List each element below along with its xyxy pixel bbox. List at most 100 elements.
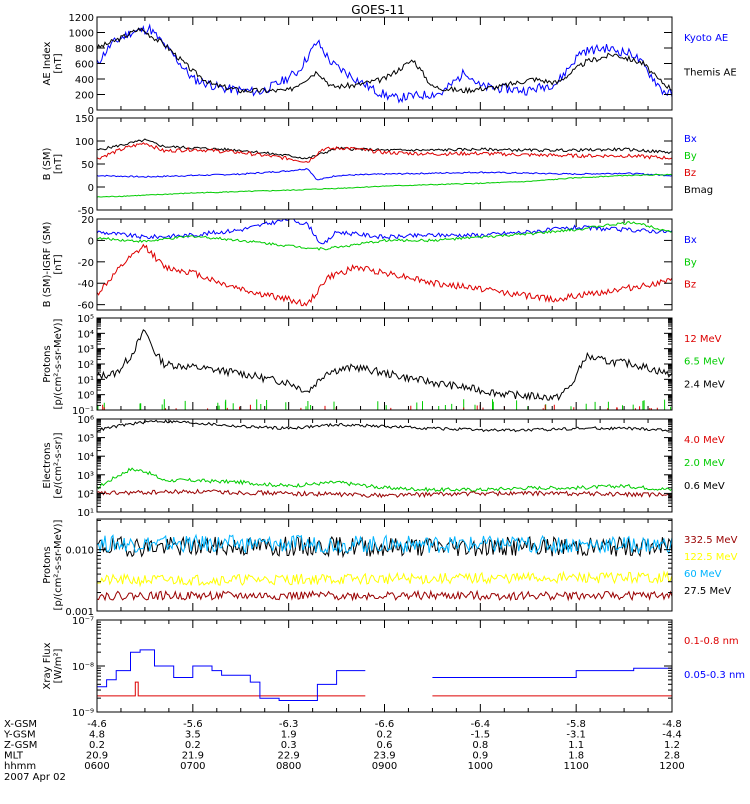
legend-by: By [684, 257, 697, 268]
ephemeris-value: 3.5 [185, 730, 201, 741]
panel-2-series-group [97, 138, 672, 198]
y-tick-label: 10⁵ [77, 434, 94, 445]
y-tick-label: 10¹ [77, 508, 94, 519]
panel-3: -60 -40 -20 0 20 B (SM)-IGRF (SM)[nT] Bx By Bz [42, 215, 697, 312]
ephemeris-value: -4.4 [662, 730, 682, 741]
ephemeris-value: -6.3 [279, 719, 299, 730]
ephemeris-value: 1.2 [664, 740, 680, 751]
y-tick-label: 10³ [77, 345, 94, 356]
series-2-4-mev [97, 329, 672, 401]
panel-5-series-group [97, 419, 672, 499]
panel-4: 10⁻¹ 10⁰ 10¹ 10² 10³ 10⁴ 10⁵ Protons[p/(cm²-s-s… [42, 314, 725, 417]
ephemeris-value: 0.3 [281, 740, 297, 751]
legend-themis-ae: Themis AE [683, 68, 737, 79]
panel-3-series-group [97, 219, 672, 307]
y-tick-label: 0 [88, 236, 94, 247]
y-tick-label: 10⁻⁹ [72, 708, 94, 719]
y-axis-label-line: Protons [42, 546, 53, 583]
ephemeris-row-label: Y-GSM [3, 730, 36, 741]
y-axis-label-line: [nT] [53, 53, 64, 73]
panel-5: 10¹ 10² 10³ 10⁴ 10⁵ 10⁶ Electrons[e/(cm²-s-sr)… [42, 415, 725, 519]
ephemeris-value: 23.9 [373, 751, 395, 762]
series-kyoto-ae [97, 23, 672, 104]
series-12-mev [102, 404, 658, 410]
ephemeris-value: 2.8 [664, 751, 680, 762]
plot-title: GOES-11 [351, 3, 405, 17]
ephemeris-value: 22.9 [278, 751, 300, 762]
y-axis-label-line: [W/m²] [53, 648, 64, 683]
legend-122-5-mev: 122.5 MeV [684, 552, 738, 563]
legend-2-0-mev: 2.0 MeV [684, 458, 725, 469]
legend-60-mev: 60 MeV [684, 569, 722, 580]
legend-2-4-mev: 2.4 MeV [684, 379, 725, 390]
ephemeris-value: -4.6 [87, 719, 107, 730]
y-tick-label: 10³ [77, 471, 94, 482]
y-tick-label: 0 [88, 106, 94, 117]
y-tick-label: 10⁻⁷ [72, 616, 94, 627]
series-0-05-0-3-nm-segment-2 [432, 667, 672, 678]
y-tick-label: 10¹ [77, 375, 94, 386]
y-tick-label: 10⁵ [77, 314, 94, 325]
series-4-0-mev [97, 488, 672, 499]
series-bz [97, 243, 672, 307]
panel-2: -50 0 50 100 150 B (SM)[nT] Bx By Bz Bmag [42, 114, 713, 217]
y-tick-label: -20 [78, 258, 94, 269]
ephemeris-value: 1100 [563, 761, 588, 772]
series-6-5-mev [97, 399, 672, 410]
ephemeris-value: 4.8 [89, 730, 105, 741]
y-tick-label: 10² [77, 360, 94, 371]
y-axis-label: Protons[p/(cm²-s-sr-MeV)] [42, 318, 64, 409]
y-axis-label: B (SM)[nT] [42, 147, 64, 180]
ephemeris-value: 0600 [84, 761, 109, 772]
y-tick-label: 10⁻⁸ [72, 662, 94, 673]
ephemeris-value: 0.9 [472, 751, 488, 762]
y-axis-label: B (SM)-IGRF (SM)[nT] [42, 222, 64, 308]
panel-frame [96, 218, 673, 311]
y-tick-label: 10⁴ [77, 329, 94, 340]
y-tick-label: 150 [75, 114, 94, 125]
date-label: 2007 Apr 02 [4, 772, 66, 783]
ephemeris-value: -1.5 [471, 730, 491, 741]
legend-332-5-mev: 332.5 MeV [684, 535, 738, 546]
y-axis-label: Protons[p/(cm²-s-sr-MeV)] [42, 519, 64, 610]
ephemeris-value: 1.9 [281, 730, 297, 741]
y-axis-label: Xray Flux[W/m²] [42, 642, 64, 689]
legend-kyoto-ae: Kyoto AE [684, 33, 728, 44]
y-tick-label: 1200 [69, 13, 94, 24]
series-2-0-mev [97, 467, 672, 493]
series-27-5-mev [97, 535, 672, 559]
ephemeris-value: -4.8 [662, 719, 682, 730]
series-bz [97, 142, 672, 163]
y-axis-label-line: [e/(cm²-s-sr)] [53, 432, 64, 498]
series-60-mev [97, 533, 672, 555]
legend-6-5-mev: 6.5 MeV [684, 357, 725, 368]
legend-12-mev: 12 MeV [684, 334, 722, 345]
series-by [97, 173, 672, 198]
panel-frame [96, 418, 673, 513]
ephemeris-value: 0.6 [377, 740, 393, 751]
y-axis-label-line: B (SM) [42, 147, 53, 180]
ephemeris-value: -6.4 [471, 719, 491, 730]
panel-7: 10⁻⁹ 10⁻⁸ 10⁻⁷ Xray Flux[W/m²] 0.1-0.8 nm 0.0… [42, 616, 745, 719]
ephemeris-value: 0.2 [377, 730, 393, 741]
ephemeris-value: 1000 [468, 761, 493, 772]
ephemeris-value: 1200 [659, 761, 684, 772]
series-bx [97, 168, 672, 181]
y-axis-label-line: Electrons [42, 442, 53, 488]
ephemeris-value: 0700 [180, 761, 205, 772]
panel-6-series-group [97, 533, 672, 602]
legend-27-5-mev: 27.5 MeV [684, 586, 731, 597]
ephemeris-table: X-GSMY-GSMZ-GSMMLThhmm-4.64.80.220.90600… [3, 719, 685, 783]
y-tick-label: 10⁴ [77, 452, 94, 463]
panel-1: 0 200 400 600 800 1000 1200 AE Index[nT] Kyoto A… [42, 13, 737, 117]
ephemeris-value: 0900 [372, 761, 397, 772]
ephemeris-value: -6.6 [375, 719, 395, 730]
legend-bz: Bz [684, 280, 696, 291]
y-tick-label: 10⁻¹ [72, 406, 94, 417]
y-axis-label-line: Xray Flux [42, 642, 53, 689]
legend-4-0-mev: 4.0 MeV [684, 435, 725, 446]
y-tick-label: 0 [88, 183, 94, 194]
y-tick-label: 0.010 [65, 546, 94, 557]
